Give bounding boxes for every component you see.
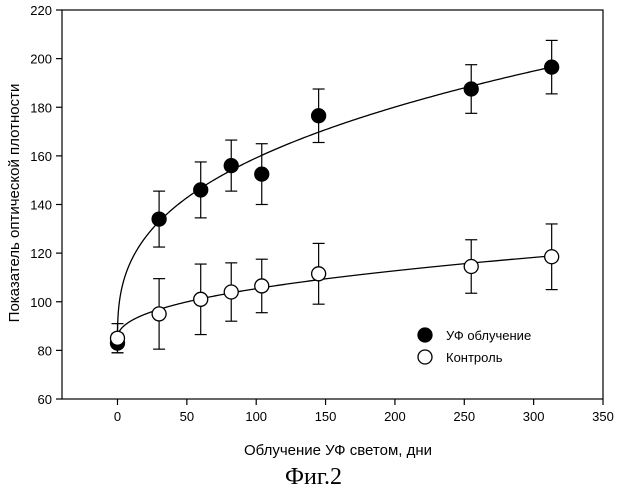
legend: УФ облучение Контроль [418,328,531,365]
x-axis-title: Облучение УФ светом, дни [244,442,432,459]
data-point-control [312,267,326,281]
legend-label-1: УФ облучение [446,328,531,343]
data-point-control [224,285,238,299]
data-point-control [194,292,208,306]
error-bars [111,40,557,352]
data-point-control [152,307,166,321]
data-point-control [545,250,559,264]
x-tick-label: 350 [592,409,614,424]
chart: 0 50 100 150 200 250 300 350 60 80 100 120 140 160 180… [0,0,627,470]
figure-caption: Фиг.2 [0,464,627,491]
legend-marker-2 [418,350,432,364]
data-point-uv [545,60,559,74]
y-tick-label: 220 [30,3,52,18]
x-tick-label: 50 [180,409,194,424]
data-point-uv [255,167,269,181]
y-tick-label: 120 [30,246,52,261]
y-tick-label: 140 [30,198,52,213]
data-point-uv [152,212,166,226]
data-point-control [110,331,124,345]
data-point-control [255,279,269,293]
x-tick-label: 200 [384,409,406,424]
y-tick-label: 180 [30,100,52,115]
x-tick-label: 300 [523,409,545,424]
legend-marker-1 [418,328,432,342]
data-point-uv [224,159,238,173]
y-tick-label: 80 [38,343,52,358]
y-axis-title: Показатель оптической плотности [6,84,23,323]
legend-label-2: Контроль [446,350,503,365]
data-point-uv [312,109,326,123]
fit-curve-1 [117,67,551,343]
fit-curves [117,67,551,343]
y-tick-label: 60 [38,392,52,407]
data-point-uv [464,82,478,96]
x-tick-label: 150 [315,409,337,424]
x-tick-label: 100 [245,409,267,424]
fit-curve-2 [117,256,551,339]
data-point-control [464,259,478,273]
y-tick-label: 160 [30,149,52,164]
y-tick-label: 200 [30,52,52,67]
x-tick-label: 250 [453,409,475,424]
data-point-uv [194,183,208,197]
y-tick-label: 100 [30,295,52,310]
axes: 0 50 100 150 200 250 300 350 60 80 100 120 140 160 180… [30,3,614,424]
x-tick-label: 0 [114,409,121,424]
